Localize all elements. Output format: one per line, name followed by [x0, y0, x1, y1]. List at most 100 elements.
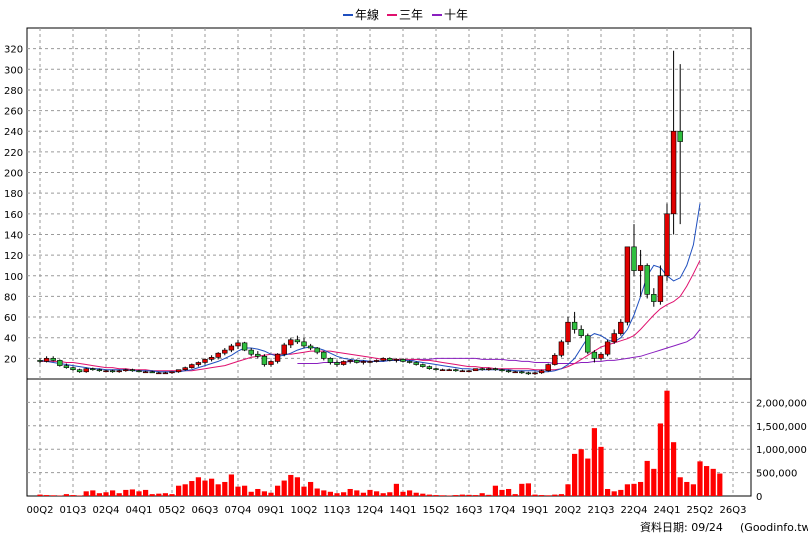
- candlestick: [598, 352, 604, 361]
- volume-bar: [281, 480, 287, 496]
- volume-bar: [123, 489, 129, 496]
- candlestick: [486, 367, 492, 371]
- candlestick: [123, 368, 129, 372]
- volume-bar: [492, 485, 498, 496]
- candle-body: [268, 361, 274, 365]
- x-tick-label: 26Q3: [720, 505, 747, 516]
- volume-bar: [149, 494, 155, 496]
- candle-body: [644, 265, 650, 295]
- candle-body: [354, 360, 360, 363]
- candlestick: [274, 353, 281, 364]
- volume-bar: [156, 493, 162, 496]
- volume-bar: [367, 489, 373, 496]
- candlestick: [268, 360, 274, 367]
- volume-bar: [565, 484, 571, 496]
- volume-bar: [255, 488, 261, 496]
- volume-bar: [90, 490, 96, 496]
- candle-body: [466, 370, 472, 373]
- x-tick-label: 07Q4: [225, 505, 252, 516]
- candlestick: [109, 369, 116, 373]
- volume-bar: [479, 493, 485, 496]
- candle-body: [334, 362, 340, 365]
- candle-body: [281, 344, 287, 355]
- price-tick-label: 20: [4, 354, 17, 365]
- volume-bar: [591, 428, 597, 496]
- candlestick: [182, 366, 188, 371]
- volume-tick-label: 0: [756, 492, 762, 503]
- volume-bar: [466, 494, 472, 496]
- candle-body: [545, 364, 551, 372]
- volume-bar: [301, 486, 307, 496]
- volume-bar: [268, 492, 274, 496]
- volume-bar: [473, 495, 479, 496]
- candle-body: [142, 371, 149, 374]
- volume-bar: [552, 494, 558, 496]
- price-tick-label: 40: [4, 334, 17, 345]
- candlestick: [591, 350, 598, 363]
- volume-bar: [50, 495, 56, 496]
- candlestick: [222, 348, 228, 356]
- volume-bar: [407, 490, 413, 496]
- candlestick: [129, 368, 136, 372]
- candlestick: [116, 369, 122, 373]
- price-tick-label: 200: [4, 169, 23, 180]
- candle-body: [598, 353, 604, 359]
- x-tick-label: 24Q1: [654, 505, 681, 516]
- candlestick: [169, 371, 175, 374]
- price-tick-label: 60: [4, 313, 17, 324]
- volume-bar: [63, 494, 69, 496]
- x-tick-label: 12Q4: [357, 505, 384, 516]
- candlestick: [479, 367, 485, 371]
- candle-body: [651, 294, 657, 302]
- legend-label-year: 年線: [355, 7, 379, 22]
- volume-bar: [697, 461, 703, 496]
- candlestick: [162, 371, 169, 375]
- candle-body: [380, 358, 386, 361]
- volume-bar: [578, 449, 584, 496]
- candle-body: [248, 349, 254, 355]
- candle-body: [604, 341, 611, 355]
- candlestick: [314, 346, 320, 355]
- candle-body: [519, 371, 525, 374]
- legend: 年線 三年 十年: [343, 7, 468, 22]
- volume-bar: [248, 491, 254, 496]
- candle-body: [123, 369, 129, 372]
- candlestick: [321, 351, 327, 361]
- candlestick: [651, 288, 657, 307]
- candlestick: [90, 367, 96, 371]
- candle-body: [406, 361, 413, 363]
- candle-body: [472, 368, 479, 372]
- candle-body: [492, 368, 499, 371]
- volume-bar: [486, 494, 492, 496]
- candlestick: [525, 371, 532, 375]
- x-tick-label: 04Q1: [126, 505, 153, 516]
- candlestick: [677, 64, 683, 225]
- candle-body: [433, 368, 439, 371]
- candlestick: [50, 356, 56, 362]
- candlestick: [189, 363, 195, 369]
- volume-bar: [651, 468, 657, 496]
- volume-bar: [433, 495, 439, 496]
- volume-bar: [657, 423, 663, 496]
- candlestick: [149, 370, 155, 374]
- volume-bar: [321, 490, 327, 496]
- volume-bar: [136, 491, 142, 496]
- candle-body: [156, 372, 162, 375]
- volume-bar: [103, 492, 109, 496]
- volume-bar: [677, 477, 683, 496]
- candlestick: [637, 249, 644, 297]
- candle-body: [314, 347, 320, 353]
- volume-bar: [308, 481, 314, 496]
- candle-body: [591, 351, 598, 359]
- x-axis: 00Q2 01Q3 02Q4 04Q1 05Q2 06Q3 07Q4 09Q1 10Q2 11Q3…: [27, 505, 747, 516]
- volume-bar: [690, 484, 696, 496]
- candlestick: [208, 355, 215, 362]
- candle-body: [76, 369, 83, 373]
- x-tick-label: 10Q2: [291, 505, 318, 516]
- candle-body: [459, 370, 466, 373]
- candle-body: [274, 353, 281, 362]
- candlestick: [393, 358, 400, 363]
- candlestick: [453, 368, 459, 372]
- volume-bar: [532, 494, 538, 496]
- candlestick: [380, 357, 386, 362]
